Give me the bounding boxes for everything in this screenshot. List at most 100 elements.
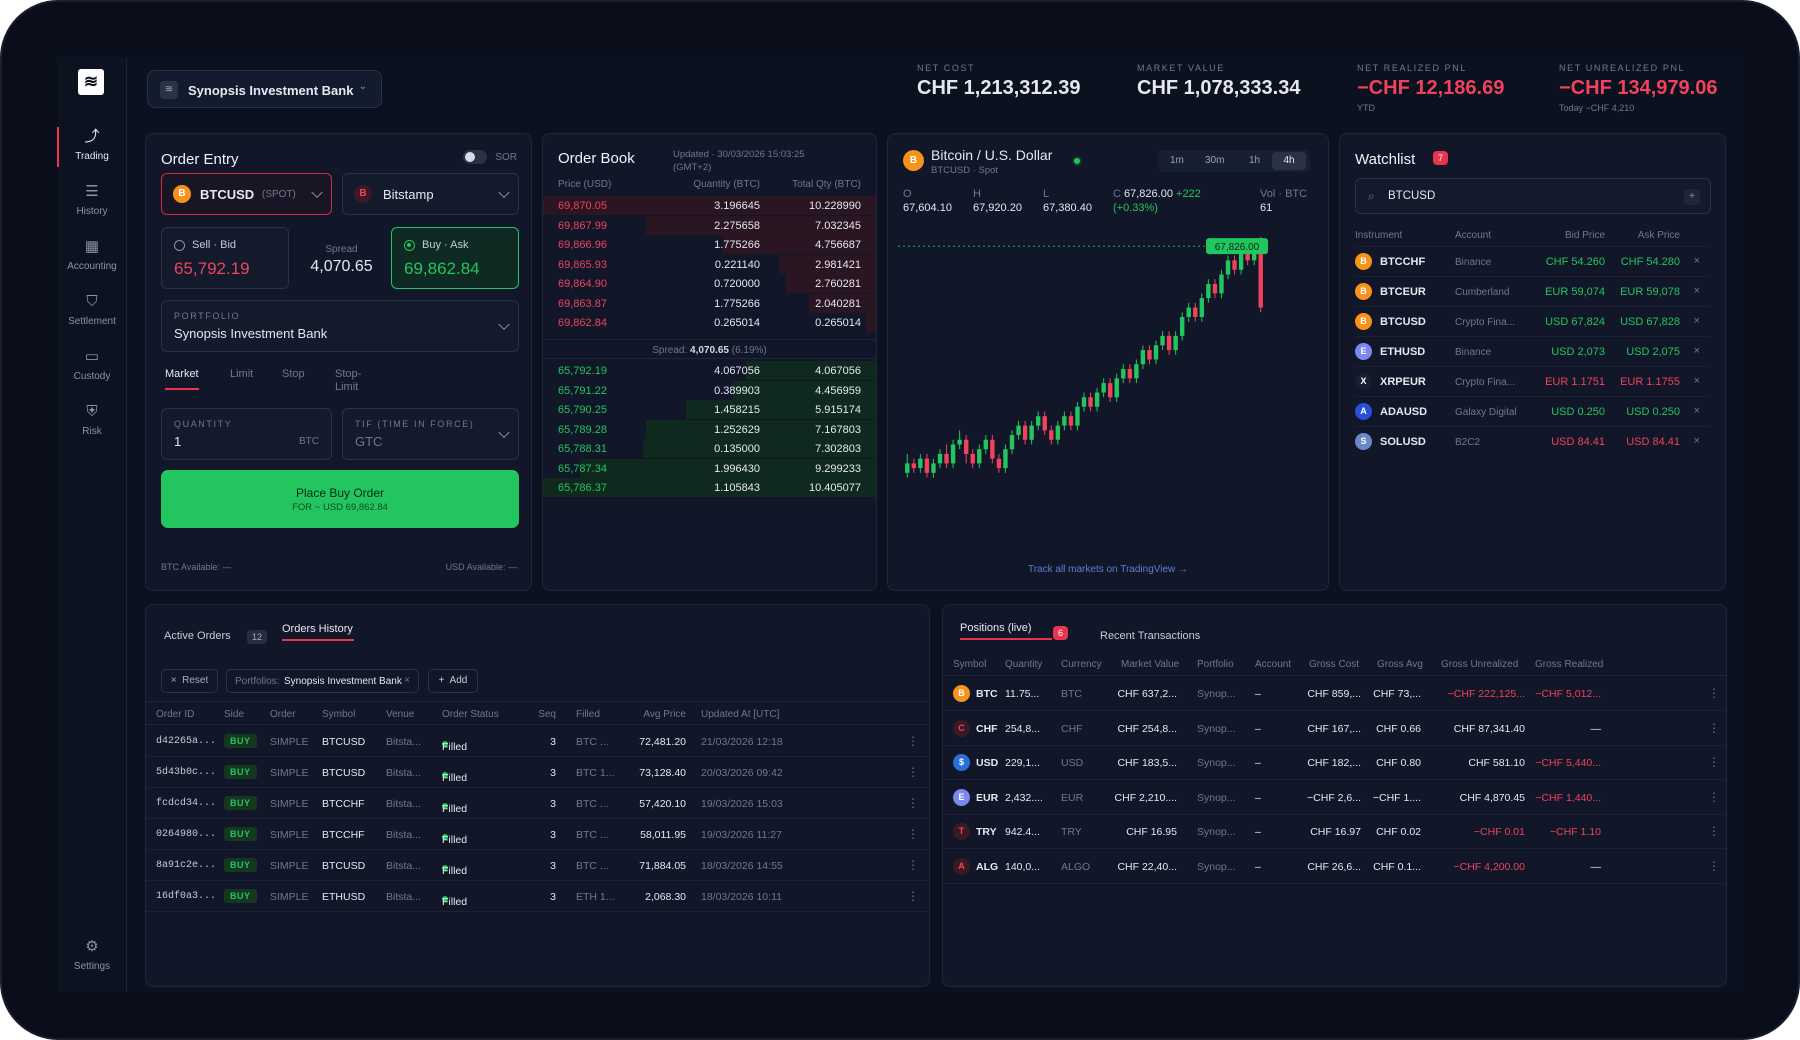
bid-row[interactable]: 65,790.25 1.458215 5.915174: [543, 400, 876, 419]
watchlist-row[interactable]: S SOLUSD B2C2 USD 84.41 USD 84.41 ×: [1355, 426, 1710, 456]
sor-toggle[interactable]: [463, 150, 487, 164]
ask-row[interactable]: 69,867.99 2.275658 7.032345: [543, 215, 876, 235]
chevron-down-icon: [498, 186, 510, 199]
tab-recent-transactions[interactable]: Recent Transactions: [1100, 630, 1201, 642]
order-row[interactable]: 8a91c2e... BUY SIMPLE BTCUSD Bitsta... Filled…: [146, 850, 929, 881]
watchlist-row[interactable]: B BTCCHF Binance CHF 54.260 CHF 54.280 ×: [1355, 246, 1710, 276]
ask-row[interactable]: 69,865.93 0.221140 2.981421: [543, 254, 876, 274]
add-icon[interactable]: +: [1684, 189, 1700, 205]
entity-selector[interactable]: ≋ Synopsis Investment Bank ⌄: [147, 70, 382, 108]
interval-30m[interactable]: 30m: [1205, 155, 1225, 166]
more-options-icon[interactable]: ⋮: [1708, 720, 1720, 735]
bid-row[interactable]: 65,789.28 1.252629 7.167803: [543, 419, 876, 439]
nav-item-custody[interactable]: ▭ Custody: [57, 347, 127, 391]
add-label: Add: [449, 675, 468, 686]
portfolio-select[interactable]: PORTFOLIO Synopsis Investment Bank: [161, 300, 519, 352]
position-row[interactable]: A ALG 140,0... ALGO CHF 22,40... Synop... – CHF…: [943, 850, 1726, 884]
portfolio-filter-chip[interactable]: Portfolios: Synopsis Investment Bank ×: [226, 669, 419, 693]
watchlist-count-badge: 7: [1433, 151, 1449, 165]
more-options-icon[interactable]: ⋮: [907, 858, 919, 872]
nav-item-risk[interactable]: ⛨ Risk: [57, 402, 127, 446]
tab-orders-history[interactable]: Orders History: [282, 623, 354, 641]
more-options-icon[interactable]: ⋮: [907, 734, 919, 748]
watchlist-row[interactable]: B BTCUSD Crypto Fina... USD 67,824 USD 67,82…: [1355, 306, 1710, 336]
more-options-icon[interactable]: ⋮: [907, 765, 919, 779]
interval-1m[interactable]: 1m: [1170, 155, 1184, 166]
more-options-icon[interactable]: ⋮: [907, 889, 919, 903]
bid-row[interactable]: 65,788.31 0.135000 7.302803: [543, 439, 876, 458]
remove-icon[interactable]: ×: [1693, 375, 1700, 387]
ask-row[interactable]: 69,866.96 1.775266 4.756687: [543, 235, 876, 254]
add-filter-button[interactable]: + Add: [428, 669, 478, 693]
stat-net-realized-pnl: NET REALIZED PNL −CHF 12,186.69 YTD: [1357, 63, 1504, 113]
watchlist-row[interactable]: E ETHUSD Binance USD 2,073 USD 2,075 ×: [1355, 336, 1710, 366]
currency-icon: T: [953, 823, 970, 840]
ask-row[interactable]: 69,864.90 0.720000 2.760281: [543, 274, 876, 293]
watchlist-search-input[interactable]: ⌕ BTCUSD +: [1355, 178, 1711, 214]
sell-bid-button[interactable]: Sell · Bid 65,792.19: [161, 227, 289, 289]
bid-row[interactable]: 65,786.37 1.105843 10.405077: [543, 478, 876, 497]
tab-market[interactable]: Market: [165, 368, 199, 390]
remove-icon[interactable]: ×: [1693, 435, 1700, 447]
more-options-icon[interactable]: ⋮: [1708, 858, 1720, 873]
order-row[interactable]: d42265a... BUY SIMPLE BTCUSD Bitsta... Filled…: [146, 726, 929, 757]
tab-stop[interactable]: Stop: [282, 368, 305, 380]
tab-positions-live[interactable]: Positions (live): [960, 622, 1052, 640]
tab-limit[interactable]: Limit: [230, 368, 254, 380]
ask-row[interactable]: 69,862.84 0.265014 0.265014: [543, 313, 876, 332]
more-options-icon[interactable]: ⋮: [907, 827, 919, 841]
nav-item-trading[interactable]: ⤴ Trading: [57, 127, 127, 171]
more-options-icon[interactable]: ⋮: [1708, 789, 1720, 804]
position-row[interactable]: C CHF 254,8... CHF CHF 254,8... Synop... – CHF …: [943, 712, 1726, 746]
order-row[interactable]: 5d43b0c... BUY SIMPLE BTCUSD Bitsta... Filled…: [146, 757, 929, 788]
order-row[interactable]: 0264980... BUY SIMPLE BTCCHF Bitsta... Filled…: [146, 819, 929, 850]
reset-button[interactable]: × Reset: [161, 669, 218, 693]
more-options-icon[interactable]: ⋮: [907, 796, 919, 810]
bid-row[interactable]: 65,791.22 0.389903 4.456959: [543, 380, 876, 400]
watchlist-account: Binance: [1455, 347, 1492, 358]
interval-1h[interactable]: 1h: [1249, 155, 1261, 166]
close-icon[interactable]: ×: [404, 675, 410, 686]
order-row[interactable]: fcdcd34... BUY SIMPLE BTCCHF Bitsta... Filled…: [146, 788, 929, 819]
bid-row[interactable]: 65,787.34 1.996430 9.299233: [543, 458, 876, 478]
ask-total: 7.032345: [815, 219, 861, 232]
tab-stop-limit[interactable]: Stop-Limit: [335, 368, 362, 393]
ask-row[interactable]: 69,870.05 3.196645 10.228990: [543, 196, 876, 215]
ask-row[interactable]: 69,863.87 1.775266 2.040281: [543, 293, 876, 313]
remove-icon[interactable]: ×: [1693, 345, 1700, 357]
nav-item-accounting[interactable]: ▦ Accounting: [57, 237, 127, 281]
tif-select[interactable]: TIF (TIME IN FORCE) GTC: [342, 408, 519, 460]
orders-col-header: Order ID: [156, 709, 195, 720]
tab-active-orders[interactable]: Active Orders: [164, 630, 231, 642]
nav-item-history[interactable]: ☰ History: [57, 182, 127, 226]
venue-select[interactable]: B Bitstamp: [342, 173, 519, 215]
bitstamp-icon: B: [354, 185, 372, 203]
quantity-input[interactable]: QUANTITY 1 BTC: [161, 408, 332, 460]
interval-4h[interactable]: 4h: [1272, 152, 1306, 170]
position-row[interactable]: B BTC 11.75... BTC CHF 637,2... Synop... – CHF …: [943, 677, 1726, 711]
symbol-select[interactable]: B BTCUSD (SPOT): [161, 173, 332, 215]
nav-item-settlement[interactable]: ⛉ Settlement: [57, 292, 127, 336]
order-row[interactable]: 16df0a3... BUY SIMPLE ETHUSD Bitsta... Filled…: [146, 881, 929, 912]
bid-quantity: 0.389903: [714, 384, 760, 397]
watchlist-row[interactable]: A ADAUSD Galaxy Digital USD 0.250 USD 0.250 ×: [1355, 396, 1710, 426]
nav-item-settings[interactable]: ⚙ Settings: [57, 937, 127, 981]
more-options-icon[interactable]: ⋮: [1708, 755, 1720, 769]
candlestick-chart[interactable]: 67,826.00: [898, 224, 1318, 574]
remove-icon[interactable]: ×: [1693, 405, 1700, 417]
tradingview-link[interactable]: Track all markets on TradingView →: [1027, 564, 1189, 575]
watchlist-row[interactable]: X XRPEUR Crypto Fina... EUR 1.1751 EUR 1.175…: [1355, 366, 1710, 396]
volume-display: Vol · BTC 61: [1260, 187, 1307, 215]
more-options-icon[interactable]: ⋮: [1708, 824, 1720, 838]
position-row[interactable]: T TRY 942.4... TRY CHF 16.95 Synop... – CHF 16.…: [943, 815, 1726, 849]
remove-icon[interactable]: ×: [1693, 285, 1700, 297]
position-row[interactable]: $ USD 229,1... USD CHF 183,5... Synop... – CHF …: [943, 746, 1726, 780]
remove-icon[interactable]: ×: [1693, 255, 1700, 267]
position-row[interactable]: E EUR 2,432.... EUR CHF 2,210.... Synop... – −C…: [943, 781, 1726, 815]
buy-ask-button[interactable]: Buy · Ask 69,862.84: [391, 227, 519, 289]
bid-row[interactable]: 65,792.19 4.067056 4.067056: [543, 361, 876, 380]
watchlist-row[interactable]: B BTCEUR Cumberland EUR 59,074 EUR 59,078 ×: [1355, 276, 1710, 306]
place-buy-order-button[interactable]: Place Buy Order FOR ~ USD 69,862.84: [161, 470, 519, 528]
remove-icon[interactable]: ×: [1693, 315, 1700, 327]
more-options-icon[interactable]: ⋮: [1708, 686, 1720, 700]
